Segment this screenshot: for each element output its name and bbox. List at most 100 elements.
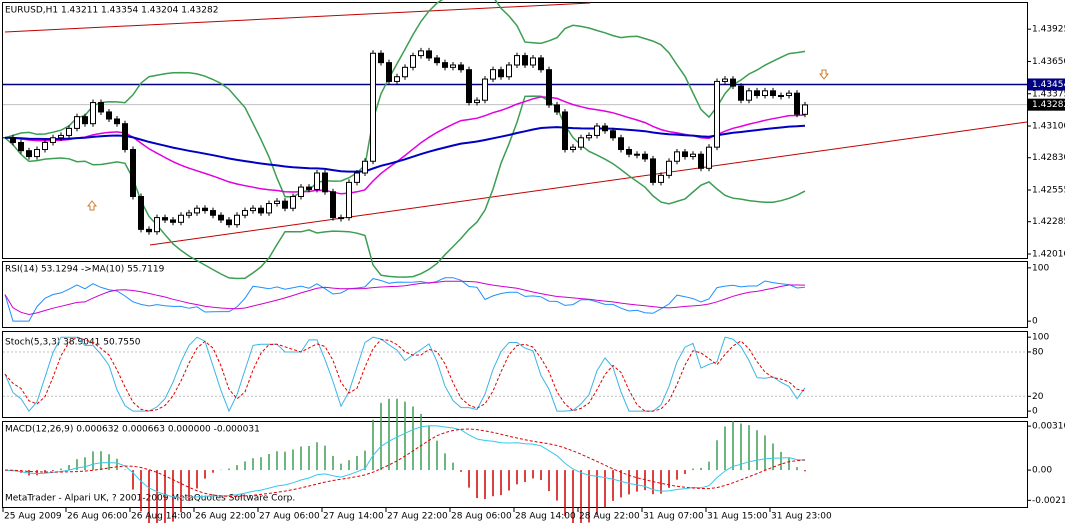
candle xyxy=(482,78,488,101)
candle xyxy=(498,69,504,78)
candle xyxy=(90,102,96,125)
bollinger-upper xyxy=(4,0,806,198)
y-tick-label: 1.42555 xyxy=(1032,186,1065,196)
candle xyxy=(66,127,72,136)
candle xyxy=(394,76,400,82)
candle xyxy=(282,200,288,209)
candle xyxy=(170,219,176,223)
candle xyxy=(546,69,552,106)
moving-average-fast xyxy=(4,96,806,195)
time-label: 31 Aug 07:00 xyxy=(643,512,704,522)
candle xyxy=(194,207,200,214)
candle xyxy=(570,146,576,151)
y-tick-label: 1.42830 xyxy=(1032,153,1065,163)
candle xyxy=(626,149,632,155)
time-label: 27 Aug 06:00 xyxy=(259,512,320,522)
y-tick-label: 0 xyxy=(1032,317,1038,327)
candle xyxy=(778,95,784,98)
y-tick-label: 1.42010 xyxy=(1032,250,1065,260)
time-label: 28 Aug 22:00 xyxy=(579,512,640,522)
copyright: MetaTrader - Alpari UK, ? 2001-2009 Meta… xyxy=(5,494,295,504)
candle xyxy=(18,141,24,152)
candle xyxy=(714,80,720,148)
candle xyxy=(610,130,616,139)
candle xyxy=(690,153,696,158)
macd-signal xyxy=(4,428,806,497)
rsi-header: RSI(14) 53.1294 ->MA(10) 55.7119 xyxy=(5,265,165,275)
candle xyxy=(114,118,120,125)
bid-label: 1.43282 xyxy=(1032,100,1065,110)
candle xyxy=(794,92,800,115)
candle xyxy=(594,125,600,136)
macd-frame xyxy=(2,421,1028,508)
candle xyxy=(330,191,336,219)
candle xyxy=(586,134,592,139)
candle xyxy=(58,134,64,139)
level-label: 1.43454 xyxy=(1032,80,1065,90)
candle xyxy=(362,160,368,174)
time-label: 27 Aug 14:00 xyxy=(323,512,384,522)
candle xyxy=(258,207,264,214)
candle xyxy=(698,153,704,169)
y-tick-label: 20 xyxy=(1032,392,1044,402)
time-label: 31 Aug 23:00 xyxy=(771,512,832,522)
stoch-frame xyxy=(2,331,1028,418)
candle xyxy=(578,137,584,148)
candle xyxy=(674,151,680,162)
y-tick-label: 0.00 xyxy=(1032,466,1052,476)
candle xyxy=(178,214,184,223)
time-label: 28 Aug 14:00 xyxy=(515,512,576,522)
candle xyxy=(602,125,608,132)
candle xyxy=(754,90,760,97)
y-tick-label: 100 xyxy=(1032,333,1049,343)
candle xyxy=(522,55,528,66)
candle xyxy=(42,141,48,151)
candle xyxy=(250,207,256,212)
y-tick-label: 100 xyxy=(1032,263,1049,273)
candle xyxy=(562,111,568,151)
y-tick-label: 80 xyxy=(1032,347,1044,357)
candle xyxy=(74,116,80,129)
candle xyxy=(210,210,216,216)
candle xyxy=(378,52,384,64)
candle xyxy=(458,64,464,71)
candle xyxy=(618,137,624,151)
candle xyxy=(274,200,280,205)
candle xyxy=(354,172,360,183)
candle xyxy=(338,217,344,220)
time-label: 26 Aug 06:00 xyxy=(67,512,128,522)
rsi-frame xyxy=(2,261,1028,328)
time-label: 26 Aug 14:00 xyxy=(131,512,192,522)
y-tick-label: 1.43650 xyxy=(1032,57,1065,67)
candle xyxy=(746,90,752,101)
candle xyxy=(50,137,56,143)
candle xyxy=(402,66,408,78)
candle xyxy=(186,212,192,216)
candle xyxy=(658,174,664,183)
candle xyxy=(162,217,168,221)
candle xyxy=(370,52,376,162)
candle xyxy=(314,172,320,190)
y-tick-label: -0.00213 xyxy=(1032,496,1065,506)
candle xyxy=(146,228,152,233)
candle xyxy=(242,210,248,216)
candle xyxy=(722,78,728,82)
candle xyxy=(450,64,456,68)
candle xyxy=(706,146,712,169)
candle xyxy=(202,207,208,212)
candle xyxy=(530,57,536,66)
candle xyxy=(770,90,776,97)
candle xyxy=(218,214,224,221)
macd-header: MACD(12,26,9) 0.000632 0.000663 0.000000… xyxy=(5,425,260,435)
candle xyxy=(226,219,232,226)
stoch-signal xyxy=(4,336,806,412)
y-tick-label: 0 xyxy=(1032,407,1038,417)
candle xyxy=(322,172,328,193)
trend-line xyxy=(149,121,1028,246)
candle xyxy=(122,123,128,151)
candle xyxy=(506,64,512,78)
